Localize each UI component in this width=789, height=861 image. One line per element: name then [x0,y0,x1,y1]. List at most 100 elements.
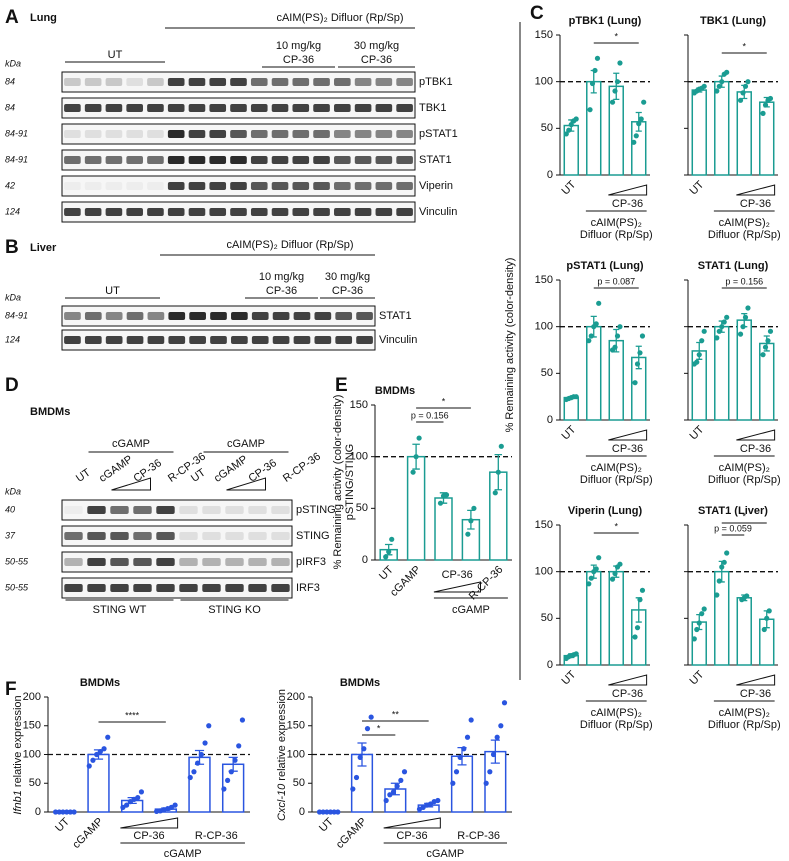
blot-band [293,312,311,320]
blot-band [230,182,247,190]
wedge [608,184,648,196]
chart-title: STAT1 (Liver) [698,505,768,517]
data-point [701,328,707,334]
data-point [394,783,400,789]
blot-band [84,156,102,164]
data-point [573,116,579,122]
blot-band [334,78,351,86]
group-label: cAIM(PS)₂ [591,707,642,719]
blot-band [375,78,393,86]
data-point [501,700,508,706]
y-tick-label: 100 [535,566,553,578]
kda-value: 84 [5,102,15,112]
blot-band [354,208,372,216]
blot-band [271,208,289,216]
group-label: UT [105,285,120,297]
data-point [745,305,751,311]
significance-label: p = 0.087 [597,276,635,286]
x-tick-label: cGAMP [388,564,423,599]
data-point [316,809,323,815]
kda-value: 124 [5,206,20,216]
blot-band [210,312,227,320]
blot-band [84,130,102,138]
significance-label: p = 0.156 [725,276,763,286]
group-label: cAIM(PS)₂ [591,462,642,474]
blot-band [396,78,413,86]
kda-value: 84-91 [5,310,28,320]
blot-band [168,312,186,320]
blot-band [133,558,152,566]
blot-band [64,182,81,190]
blot-band [225,532,244,540]
data-point [461,746,467,752]
blot-band [334,182,351,190]
data-point [202,740,208,746]
chart-title: BMDMs [375,385,415,397]
treatment-label: cGAMP [112,438,150,450]
data-point [228,769,234,775]
protein-label: IRF3 [296,582,320,594]
data-point [386,549,392,555]
blot-band [179,506,198,514]
chart-title: Viperin (Lung) [568,505,643,517]
data-point [327,809,334,815]
blot-band [313,78,330,86]
data-point [691,636,697,642]
data-point [168,804,174,811]
data-point [67,809,73,815]
bar [188,756,211,813]
data-point [721,559,727,565]
lane-label: CP-36 [247,457,279,485]
blot-band [271,78,289,86]
blot-band [292,78,310,86]
y-tick-label: 200 [23,691,41,703]
wedge [736,184,776,196]
protein-label: STAT1 [379,310,412,322]
data-point [390,789,397,795]
blot-band [271,584,290,592]
data-point [495,469,501,475]
data-point [127,799,133,805]
blot-band [272,312,290,320]
data-point [324,809,330,815]
blot-band [202,584,221,592]
group-label: CP-36 [332,285,363,297]
bar [608,339,624,421]
genotype-label: STING WT [93,604,147,616]
blot-band [356,336,373,344]
y-tick-label: 0 [547,659,553,671]
blot-band [292,156,310,164]
blot-band [105,208,123,216]
x-tick-label: UT [377,563,396,582]
blot-band [147,130,164,138]
group-label: cGAMP [452,604,490,616]
protein-label: pTBK1 [419,76,453,88]
blot-band [209,182,227,190]
data-point [135,795,141,801]
data-point [696,620,702,626]
wedge [608,674,648,686]
blot-band [105,182,123,190]
data-point [631,139,637,145]
blot-band [251,312,269,320]
x-tick-label: UT [688,423,707,442]
kda-value: 40 [5,504,15,514]
blot-band [230,78,247,86]
blot-band [188,156,206,164]
protein-label: pSTAT1 [419,128,458,140]
data-point [701,83,707,89]
data-point [64,809,70,815]
error-bar [490,739,500,764]
y-tick-label: 50 [356,502,368,514]
data-point [596,300,602,306]
blot-band [126,208,143,216]
data-point [760,110,766,116]
blot-band [334,156,351,164]
blot-band [188,182,206,190]
blot-band [354,104,372,112]
blot-band [396,130,413,138]
data-point [232,757,238,763]
blot-band [167,182,185,190]
data-point [368,714,374,720]
data-point [187,774,193,781]
